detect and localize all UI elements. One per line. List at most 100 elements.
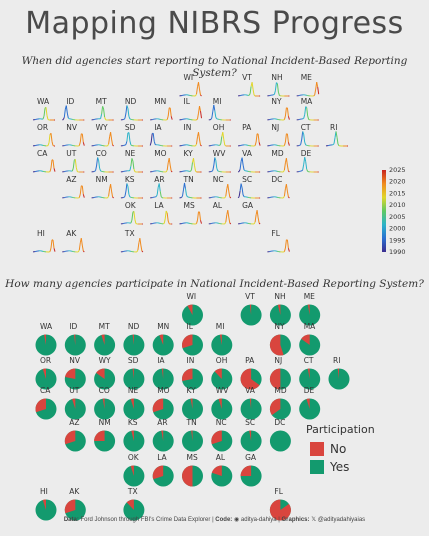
density-curve-wy	[111, 139, 114, 146]
density-curve-nh	[276, 82, 278, 85]
density-curve-wa	[46, 115, 49, 120]
density-curve-ar	[156, 187, 159, 195]
density-tile-nc: NC	[208, 175, 232, 199]
density-curve-id	[65, 105, 68, 114]
pie-tile-ar: AR	[152, 418, 174, 452]
colorbar-tick: 1995	[389, 236, 406, 244]
density-label-ri: RI	[330, 123, 337, 132]
density-curve-pa	[255, 133, 258, 143]
legend-label-yes: Yes	[330, 460, 350, 474]
colorbar-tick: 1990	[389, 248, 406, 256]
density-label-md: MD	[271, 149, 283, 158]
density-curve-oh	[222, 132, 225, 140]
density-tile-al: AL	[208, 201, 232, 225]
density-curve-hi	[53, 248, 56, 252]
density-curve-ms	[196, 219, 198, 224]
pie-tile-ks: KS	[123, 418, 145, 452]
pie-tile-ma: MA	[299, 322, 321, 356]
pie-slice-no	[130, 465, 134, 476]
density-tile-va: VA	[237, 149, 261, 173]
pie-label-oh: OH	[216, 356, 228, 365]
density-curve-ks	[127, 186, 130, 195]
density-curve-al	[227, 210, 230, 218]
density-curve-mi	[214, 110, 217, 118]
density-curve-ar	[160, 196, 163, 199]
density-label-sc: SC	[242, 175, 252, 184]
density-curve-dc	[286, 191, 289, 198]
density-tile-ny: NY	[267, 97, 290, 121]
pie-label-mn: MN	[157, 322, 169, 331]
density-curve-nm	[110, 184, 113, 192]
pie-label-wy: WY	[99, 356, 111, 365]
density-curve-wy	[112, 144, 114, 147]
pie-slice-no	[269, 368, 281, 390]
density-tile-ak: AK	[62, 229, 85, 253]
pie-slice-no	[301, 334, 310, 345]
density-curve-la	[163, 218, 166, 224]
colorbar-tick: 2010	[389, 201, 406, 209]
density-curve-nd	[126, 105, 129, 109]
pie-tile-wa: WA	[35, 322, 57, 356]
pie-label-ms: MS	[187, 453, 198, 462]
density-curve-in	[198, 132, 200, 140]
density-curve-pa	[254, 141, 257, 146]
density-curve-id	[62, 117, 65, 120]
density-curve-il	[199, 106, 201, 112]
density-curve-ak	[78, 242, 81, 251]
pie-slice-no	[42, 368, 46, 379]
pie-tile-mt: MT	[94, 322, 116, 356]
density-curve-mt	[104, 116, 107, 120]
density-label-vt: VT	[242, 73, 252, 82]
density-curve-sc	[240, 183, 243, 189]
density-tile-mo: MO	[150, 149, 173, 173]
density-curve-tn	[181, 195, 183, 198]
density-tile-in: IN	[179, 123, 202, 147]
density-curve-ms	[199, 211, 201, 221]
pie-tile-dc: DC	[269, 418, 291, 452]
density-tile-fl: FL	[267, 229, 290, 253]
density-curve-mi	[210, 117, 213, 120]
density-curve-hi	[52, 239, 55, 249]
pie-label-nh: NH	[274, 292, 285, 301]
pie-label-hi: HI	[40, 487, 48, 496]
density-tile-il: IL	[179, 97, 202, 121]
density-curve-ct	[299, 144, 302, 146]
pie-tile-il: IL	[181, 322, 203, 356]
pie-tile-ok: OK	[123, 453, 145, 487]
pie-label-de: DE	[304, 386, 315, 395]
density-curve-sc	[242, 194, 245, 197]
colorbar-tick: 2005	[389, 213, 406, 221]
density-label-wa: WA	[37, 97, 50, 106]
density-tile-mt: MT	[91, 97, 114, 121]
pie-slice-no	[190, 398, 193, 409]
density-curve-wa	[45, 107, 48, 116]
density-curve-me	[316, 82, 319, 88]
density-curve-ca	[49, 167, 52, 172]
density-tile-id: ID	[62, 97, 85, 121]
density-curve-nm	[107, 195, 110, 199]
pie-label-ct: CT	[304, 356, 314, 365]
pie-slice-no	[307, 304, 310, 315]
x-twitter-icon[interactable]: 𝕏	[311, 517, 317, 523]
density-curve-mt	[103, 108, 106, 118]
density-label-ak: AK	[66, 229, 77, 238]
density-curve-in	[196, 136, 198, 145]
density-curve-ct	[301, 131, 304, 140]
density-curve-md	[283, 162, 286, 171]
density-label-ne: NE	[125, 149, 136, 158]
density-label-in: IN	[184, 123, 192, 132]
density-subtitle: When did agencies start reporting to Nat…	[21, 55, 408, 79]
density-label-ms: MS	[184, 201, 195, 210]
pie-slice-no	[42, 499, 46, 510]
pie-tile-pa: PA	[240, 356, 262, 390]
density-curve-nj	[286, 133, 289, 143]
density-curve-ar	[158, 183, 161, 192]
density-curve-nc	[228, 191, 231, 198]
pie-tile-ri: RI	[328, 356, 350, 390]
density-label-ut: UT	[66, 149, 76, 158]
pie-slice-no	[249, 398, 252, 409]
pie-tile-co: CO	[94, 386, 116, 420]
density-label-nv: NV	[66, 123, 78, 132]
pie-tile-oh: OH	[211, 356, 233, 390]
density-curve-sd	[126, 132, 129, 142]
